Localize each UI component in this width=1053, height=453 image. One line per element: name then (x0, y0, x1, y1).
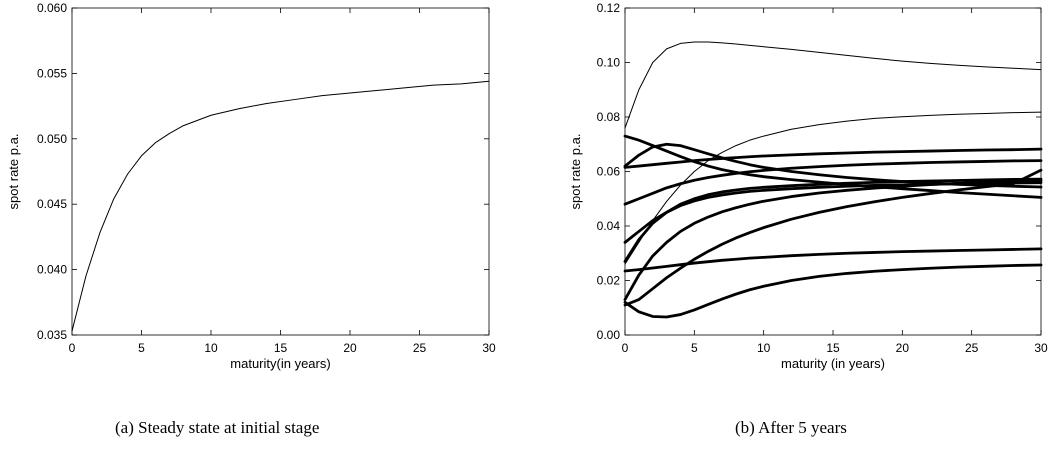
y-tick-label: 0.055 (37, 66, 67, 80)
x-tick-label: 5 (138, 341, 145, 355)
series-line-4 (623, 159, 1043, 206)
x-tick-label: 15 (826, 341, 840, 355)
x-tick-label: 0 (69, 341, 76, 355)
x-tick-label: 15 (274, 341, 288, 355)
y-axis-label: spot rate p.a. (568, 134, 583, 210)
x-tick-label: 10 (757, 341, 771, 355)
x-tick-label: 25 (413, 341, 427, 355)
plot-frame (71, 7, 490, 336)
x-axis-label: maturity (in years) (781, 356, 885, 371)
y-tick-label: 0.060 (37, 1, 67, 15)
caption-left: (a) Steady state at initial stage (115, 418, 320, 437)
y-tick-label: 0.08 (597, 110, 621, 124)
series-line-9 (623, 179, 1043, 301)
y-tick-label: 0.035 (37, 328, 67, 342)
series-line-10 (623, 168, 1043, 307)
y-axis-label: spot rate p.a. (6, 134, 21, 210)
y-tick-label: 0.045 (37, 197, 67, 211)
chart-left: 0 5 10 15 20 25 30 0.035 0.040 0.045 0.050 0.055 0.0… (6, 1, 496, 371)
series-line-2 (624, 111, 1042, 265)
y-tick-label: 0.12 (597, 1, 621, 15)
x-tick-label: 20 (896, 341, 910, 355)
x-tick-label: 30 (1034, 341, 1048, 355)
chart-right: 0 5 10 15 20 25 30 0.00 0.02 0.04 0.06 0.08 0.10 0.12… (568, 1, 1048, 371)
x-tick-label: 5 (691, 341, 698, 355)
plot-frame (624, 7, 1042, 336)
x-tick-label: 25 (965, 341, 979, 355)
series-line-1 (624, 41, 1042, 129)
y-tick-label: 0.00 (597, 328, 621, 342)
caption-right: (b) After 5 years (735, 418, 847, 437)
y-tick-label: 0.10 (597, 56, 621, 70)
x-tick-label: 30 (482, 341, 496, 355)
series-line-3 (623, 147, 1043, 169)
x-tick-label: 0 (622, 341, 629, 355)
series-line-1 (71, 80, 490, 332)
series-line-8 (623, 177, 1043, 263)
y-tick-label: 0.06 (597, 165, 621, 179)
y-tick-label: 0.040 (37, 263, 67, 277)
x-axis-label: maturity(in years) (230, 356, 330, 371)
y-tick-label: 0.050 (37, 132, 67, 146)
y-tick-label: 0.02 (597, 274, 621, 288)
series-line-11 (623, 247, 1043, 273)
x-tick-label: 20 (343, 341, 357, 355)
x-tick-label: 10 (204, 341, 218, 355)
series-line-12 (623, 263, 1043, 319)
y-tick-label: 0.04 (597, 219, 621, 233)
